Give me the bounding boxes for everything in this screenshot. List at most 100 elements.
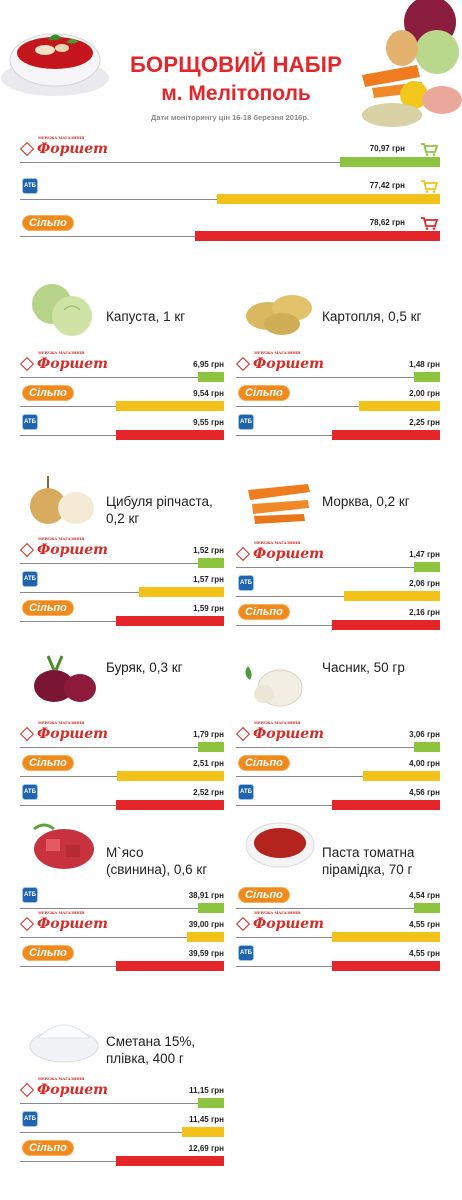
price-label: 1,48 грн (409, 360, 440, 369)
bar (187, 932, 224, 942)
store-name: АТБ (239, 950, 252, 956)
row-baseline (20, 966, 116, 967)
bar (116, 1156, 224, 1166)
price-label: 38,91 грн (188, 891, 224, 900)
price-label: 9,55 грн (193, 418, 224, 427)
row-baseline (236, 596, 344, 597)
price-label: 1,59 грн (193, 604, 224, 613)
bar (116, 961, 224, 971)
product-name: Цибуля ріпчаста, (106, 494, 213, 509)
store-name: Форшет (253, 916, 324, 932)
store-name: Сільпо (29, 387, 67, 399)
store-tagline: МЕРЕЖА МАГАЗИНІВ (254, 721, 301, 725)
store-tagline: МЕРЕЖА МАГАЗИНІВ (38, 911, 85, 915)
price-label: 39,00 грн (188, 920, 224, 929)
bar (182, 1127, 224, 1137)
product-name: М`ясо (106, 845, 144, 860)
bar (332, 961, 440, 971)
row-baseline (20, 236, 195, 237)
price-label: 2,25 грн (409, 418, 440, 427)
fora-mark-icon (19, 1082, 35, 1098)
price-label: 11,45 грн (189, 1115, 224, 1124)
row-baseline (236, 776, 363, 777)
onion-icon (30, 476, 94, 524)
price-label: 4,56 грн (409, 788, 440, 797)
store-name: АТБ (23, 1116, 36, 1122)
header: БОРЩОВИЙ НАБІР м. Мелітополь Дати моніто… (0, 0, 462, 140)
bar (332, 620, 440, 630)
price-label: 2,06 грн (409, 579, 440, 588)
row-baseline (20, 406, 117, 407)
row-baseline (20, 1103, 198, 1104)
store-name: АТБ (23, 419, 36, 425)
fora-mark-icon (19, 916, 35, 932)
row-baseline (20, 1132, 183, 1133)
price-label: 4,00 грн (409, 759, 440, 768)
bar (116, 401, 224, 411)
product-name: плівка, 400 г (106, 1051, 184, 1066)
product-name: Паста томатна (322, 845, 415, 860)
row-baseline (20, 199, 218, 200)
row-baseline (236, 625, 332, 626)
silpo-logo: Сільпо (22, 215, 74, 231)
price-label: 77,42 грн (369, 181, 405, 190)
store-name: Сільпо (245, 387, 283, 399)
product-name: пірамідка, 70 г (322, 862, 413, 877)
sour-cream-icon (29, 1024, 99, 1063)
meat-icon (33, 823, 94, 869)
bar (414, 372, 440, 382)
row-baseline (20, 621, 116, 622)
fora-mark-icon (19, 356, 35, 372)
row-baseline (20, 435, 116, 436)
store-name: Сільпо (245, 606, 283, 618)
store-name: АТБ (23, 892, 36, 898)
fora-logo: Форшет МЕРЕЖА МАГАЗИНІВ (19, 537, 108, 558)
product-name: Часник, 50 гр (322, 660, 405, 675)
atb-logo: АТБ (22, 571, 38, 587)
fora-mark-icon (235, 726, 251, 742)
store-name: Сільпо (29, 602, 67, 614)
store-name: Форшет (37, 141, 108, 157)
bar (116, 430, 224, 440)
bar (414, 903, 440, 913)
store-name: Сільпо (29, 217, 67, 229)
cabbage-icon (32, 284, 92, 336)
store-tagline: МЕРЕЖА МАГАЗИНІВ (38, 136, 85, 140)
bar (332, 932, 440, 942)
atb-logo: АТБ (22, 784, 38, 800)
row-baseline (236, 805, 332, 806)
store-name: Форшет (37, 1082, 108, 1098)
store-name: Форшет (37, 726, 108, 742)
store-name: АТБ (23, 789, 36, 795)
silpo-logo: Сільпо (22, 945, 74, 961)
row-baseline (236, 406, 359, 407)
bar (340, 157, 440, 167)
row-baseline (236, 435, 332, 436)
atb-logo: АТБ (238, 575, 254, 591)
product-name: Капуста, 1 кг (106, 309, 186, 324)
fora-logo: Форшет МЕРЕЖА МАГАЗИНІВ (235, 911, 324, 932)
city-title: м. Мелітополь (161, 82, 311, 105)
tomato-paste-icon (245, 822, 315, 868)
fora-logo: Форшет МЕРЕЖА МАГАЗИНІВ (235, 721, 324, 742)
bar (194, 231, 440, 241)
bar (198, 1098, 224, 1108)
silpo-logo: Сільпо (22, 755, 74, 771)
bar (116, 800, 224, 810)
basket-icon (421, 217, 438, 230)
store-name: АТБ (23, 183, 36, 189)
fora-mark-icon (19, 542, 35, 558)
basket-icon (421, 143, 438, 156)
silpo-logo: Сільпо (22, 1140, 74, 1156)
store-name: АТБ (239, 580, 252, 586)
store-tagline: МЕРЕЖА МАГАЗИНІВ (38, 537, 85, 541)
row-baseline (20, 937, 188, 938)
price-label: 9,54 грн (193, 389, 224, 398)
potato-icon (246, 295, 312, 335)
price-label: 3,06 грн (409, 730, 440, 739)
store-tagline: МЕРЕЖА МАГАЗИНІВ (254, 541, 301, 545)
atb-logo: АТБ (238, 414, 254, 430)
bar (198, 903, 224, 913)
product-name: Морква, 0,2 кг (322, 494, 410, 509)
atb-logo: АТБ (22, 1111, 38, 1127)
